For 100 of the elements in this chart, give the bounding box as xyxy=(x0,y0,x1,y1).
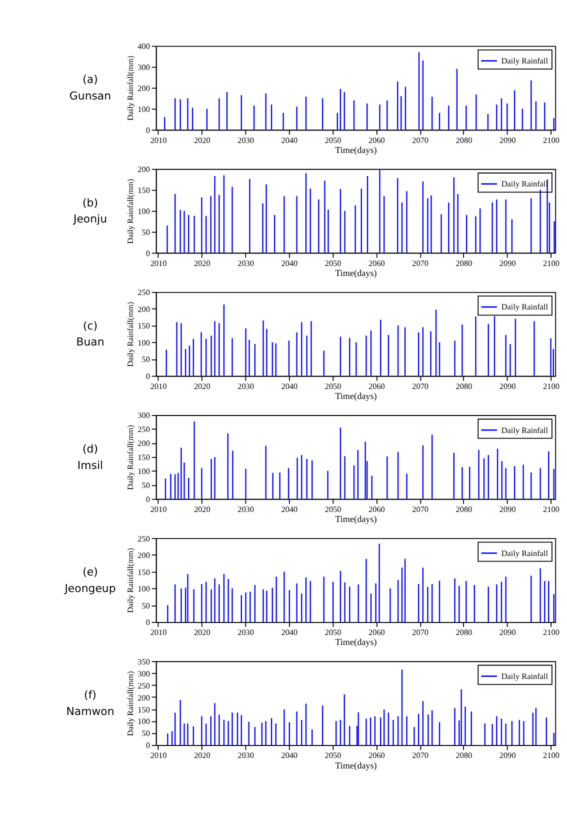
y-tick-label: 300 xyxy=(138,669,150,678)
y-tick-label: 350 xyxy=(138,657,150,666)
y-tick-label: 300 xyxy=(138,411,150,420)
y-tick-label: 50 xyxy=(142,729,150,738)
x-tick-label: 2020 xyxy=(194,751,210,760)
x-tick-label: 2090 xyxy=(499,136,516,145)
x-tick-label: 2080 xyxy=(456,751,472,760)
y-axis-title: Daily Rainfall(mm) xyxy=(126,56,136,121)
x-tick-label: 2080 xyxy=(456,505,472,514)
y-tick-label: 100 xyxy=(138,584,150,594)
y-tick-label: 150 xyxy=(138,322,150,331)
y-tick-label: 150 xyxy=(138,568,150,577)
x-tick-label: 2010 xyxy=(150,382,167,392)
text: (f) xyxy=(84,688,96,702)
y-tick-label: 200 xyxy=(138,439,150,448)
x-tick-label: 2040 xyxy=(281,751,298,760)
x-tick-label: 2060 xyxy=(368,628,385,638)
x-axis-title: Time(days) xyxy=(335,637,377,648)
x-tick-label: 2040 xyxy=(281,382,298,392)
x-tick-label: 2100 xyxy=(543,136,560,145)
x-tick-label: 2060 xyxy=(368,382,385,392)
x-tick-label: 2070 xyxy=(412,382,429,392)
x-tick-label: 2060 xyxy=(368,505,385,514)
y-tick-label: 100 xyxy=(138,104,150,114)
x-tick-label: 2050 xyxy=(324,628,342,638)
x-tick-label: 2050 xyxy=(324,136,342,145)
legend-label: Daily Rainfall xyxy=(501,56,549,66)
x-tick-label: 2100 xyxy=(543,505,560,514)
x-tick-label: 2040 xyxy=(281,628,298,638)
x-tick-label: 2010 xyxy=(150,136,167,145)
x-tick-label: 2010 xyxy=(150,628,167,638)
y-tick-label: 150 xyxy=(138,453,150,462)
x-tick-label: 2030 xyxy=(238,136,254,145)
x-tick-label: 2060 xyxy=(368,751,385,760)
x-tick-label: 2070 xyxy=(412,751,429,760)
x-tick-label: 2060 xyxy=(368,258,385,268)
y-tick-label: 200 xyxy=(138,304,150,314)
text: Jeonju xyxy=(72,212,108,226)
x-axis-title: Time(days) xyxy=(335,514,377,524)
y-tick-label: 100 xyxy=(138,207,150,216)
x-axis-title: Time(days) xyxy=(335,144,377,155)
x-tick-label: 2040 xyxy=(281,258,298,268)
x-tick-label: 2080 xyxy=(456,136,472,145)
x-axis-title: Time(days) xyxy=(335,268,377,278)
x-tick-label: 2050 xyxy=(324,258,342,268)
y-axis-title: Daily Rainfall(mm) xyxy=(126,548,136,613)
y-tick-label: 0 xyxy=(146,618,150,628)
x-tick-label: 2100 xyxy=(543,382,560,392)
x-tick-label: 2010 xyxy=(150,258,167,268)
text: (e) xyxy=(82,565,98,578)
x-tick-label: 2040 xyxy=(281,505,298,514)
y-tick-label: 0 xyxy=(146,495,150,504)
text: Buan xyxy=(76,336,104,349)
y-tick-label: 0 xyxy=(146,741,150,750)
x-tick-label: 2020 xyxy=(194,382,210,392)
x-tick-label: 2080 xyxy=(456,258,472,268)
x-tick-label: 2070 xyxy=(412,505,429,514)
x-tick-label: 2070 xyxy=(412,628,429,638)
y-tick-label: 200 xyxy=(138,551,150,560)
x-axis-title: Time(days) xyxy=(335,760,377,770)
text: (c) xyxy=(82,319,98,332)
x-tick-label: 2070 xyxy=(412,136,429,145)
y-tick-label: 250 xyxy=(138,288,150,298)
x-tick-label: 2050 xyxy=(324,382,342,392)
x-tick-label: 2090 xyxy=(499,628,516,638)
x-tick-label: 2060 xyxy=(368,136,385,145)
y-tick-label: 200 xyxy=(138,693,150,702)
x-tick-label: 2090 xyxy=(499,505,516,514)
legend-label: Daily Rainfall xyxy=(501,426,549,435)
y-tick-label: 0 xyxy=(146,248,150,258)
x-tick-label: 2030 xyxy=(238,382,254,392)
x-tick-label: 2040 xyxy=(281,136,298,145)
legend-label: Daily Rainfall xyxy=(501,672,549,681)
y-axis-title: Daily Rainfall(mm) xyxy=(126,178,136,244)
x-tick-label: 2030 xyxy=(238,258,254,268)
y-tick-label: 250 xyxy=(138,534,150,544)
y-tick-label: 50 xyxy=(142,228,150,237)
y-axis-title: Daily Rainfall(mm) xyxy=(126,424,136,490)
y-tick-label: 200 xyxy=(138,84,150,93)
y-tick-label: 150 xyxy=(138,186,150,196)
x-tick-label: 2100 xyxy=(543,751,560,760)
y-tick-label: 200 xyxy=(138,165,150,174)
text: (b) xyxy=(82,196,98,210)
text: (d) xyxy=(82,442,98,456)
y-axis-title: Daily Rainfall(mm) xyxy=(126,670,136,736)
x-tick-label: 2020 xyxy=(194,136,210,145)
text: Gunsan xyxy=(69,90,112,103)
text: Imsil xyxy=(77,458,104,472)
x-axis-title: Time(days) xyxy=(335,391,377,402)
y-tick-label: 50 xyxy=(142,481,150,490)
x-tick-label: 2020 xyxy=(194,628,210,638)
y-tick-label: 150 xyxy=(138,705,150,714)
y-tick-label: 250 xyxy=(138,681,150,690)
x-tick-label: 2100 xyxy=(543,258,560,268)
x-tick-label: 2010 xyxy=(150,505,167,514)
text: Namwon xyxy=(66,704,114,718)
x-tick-label: 2050 xyxy=(324,505,342,514)
x-tick-label: 2010 xyxy=(150,751,167,760)
y-tick-label: 100 xyxy=(138,467,150,476)
x-tick-label: 2030 xyxy=(238,628,254,638)
